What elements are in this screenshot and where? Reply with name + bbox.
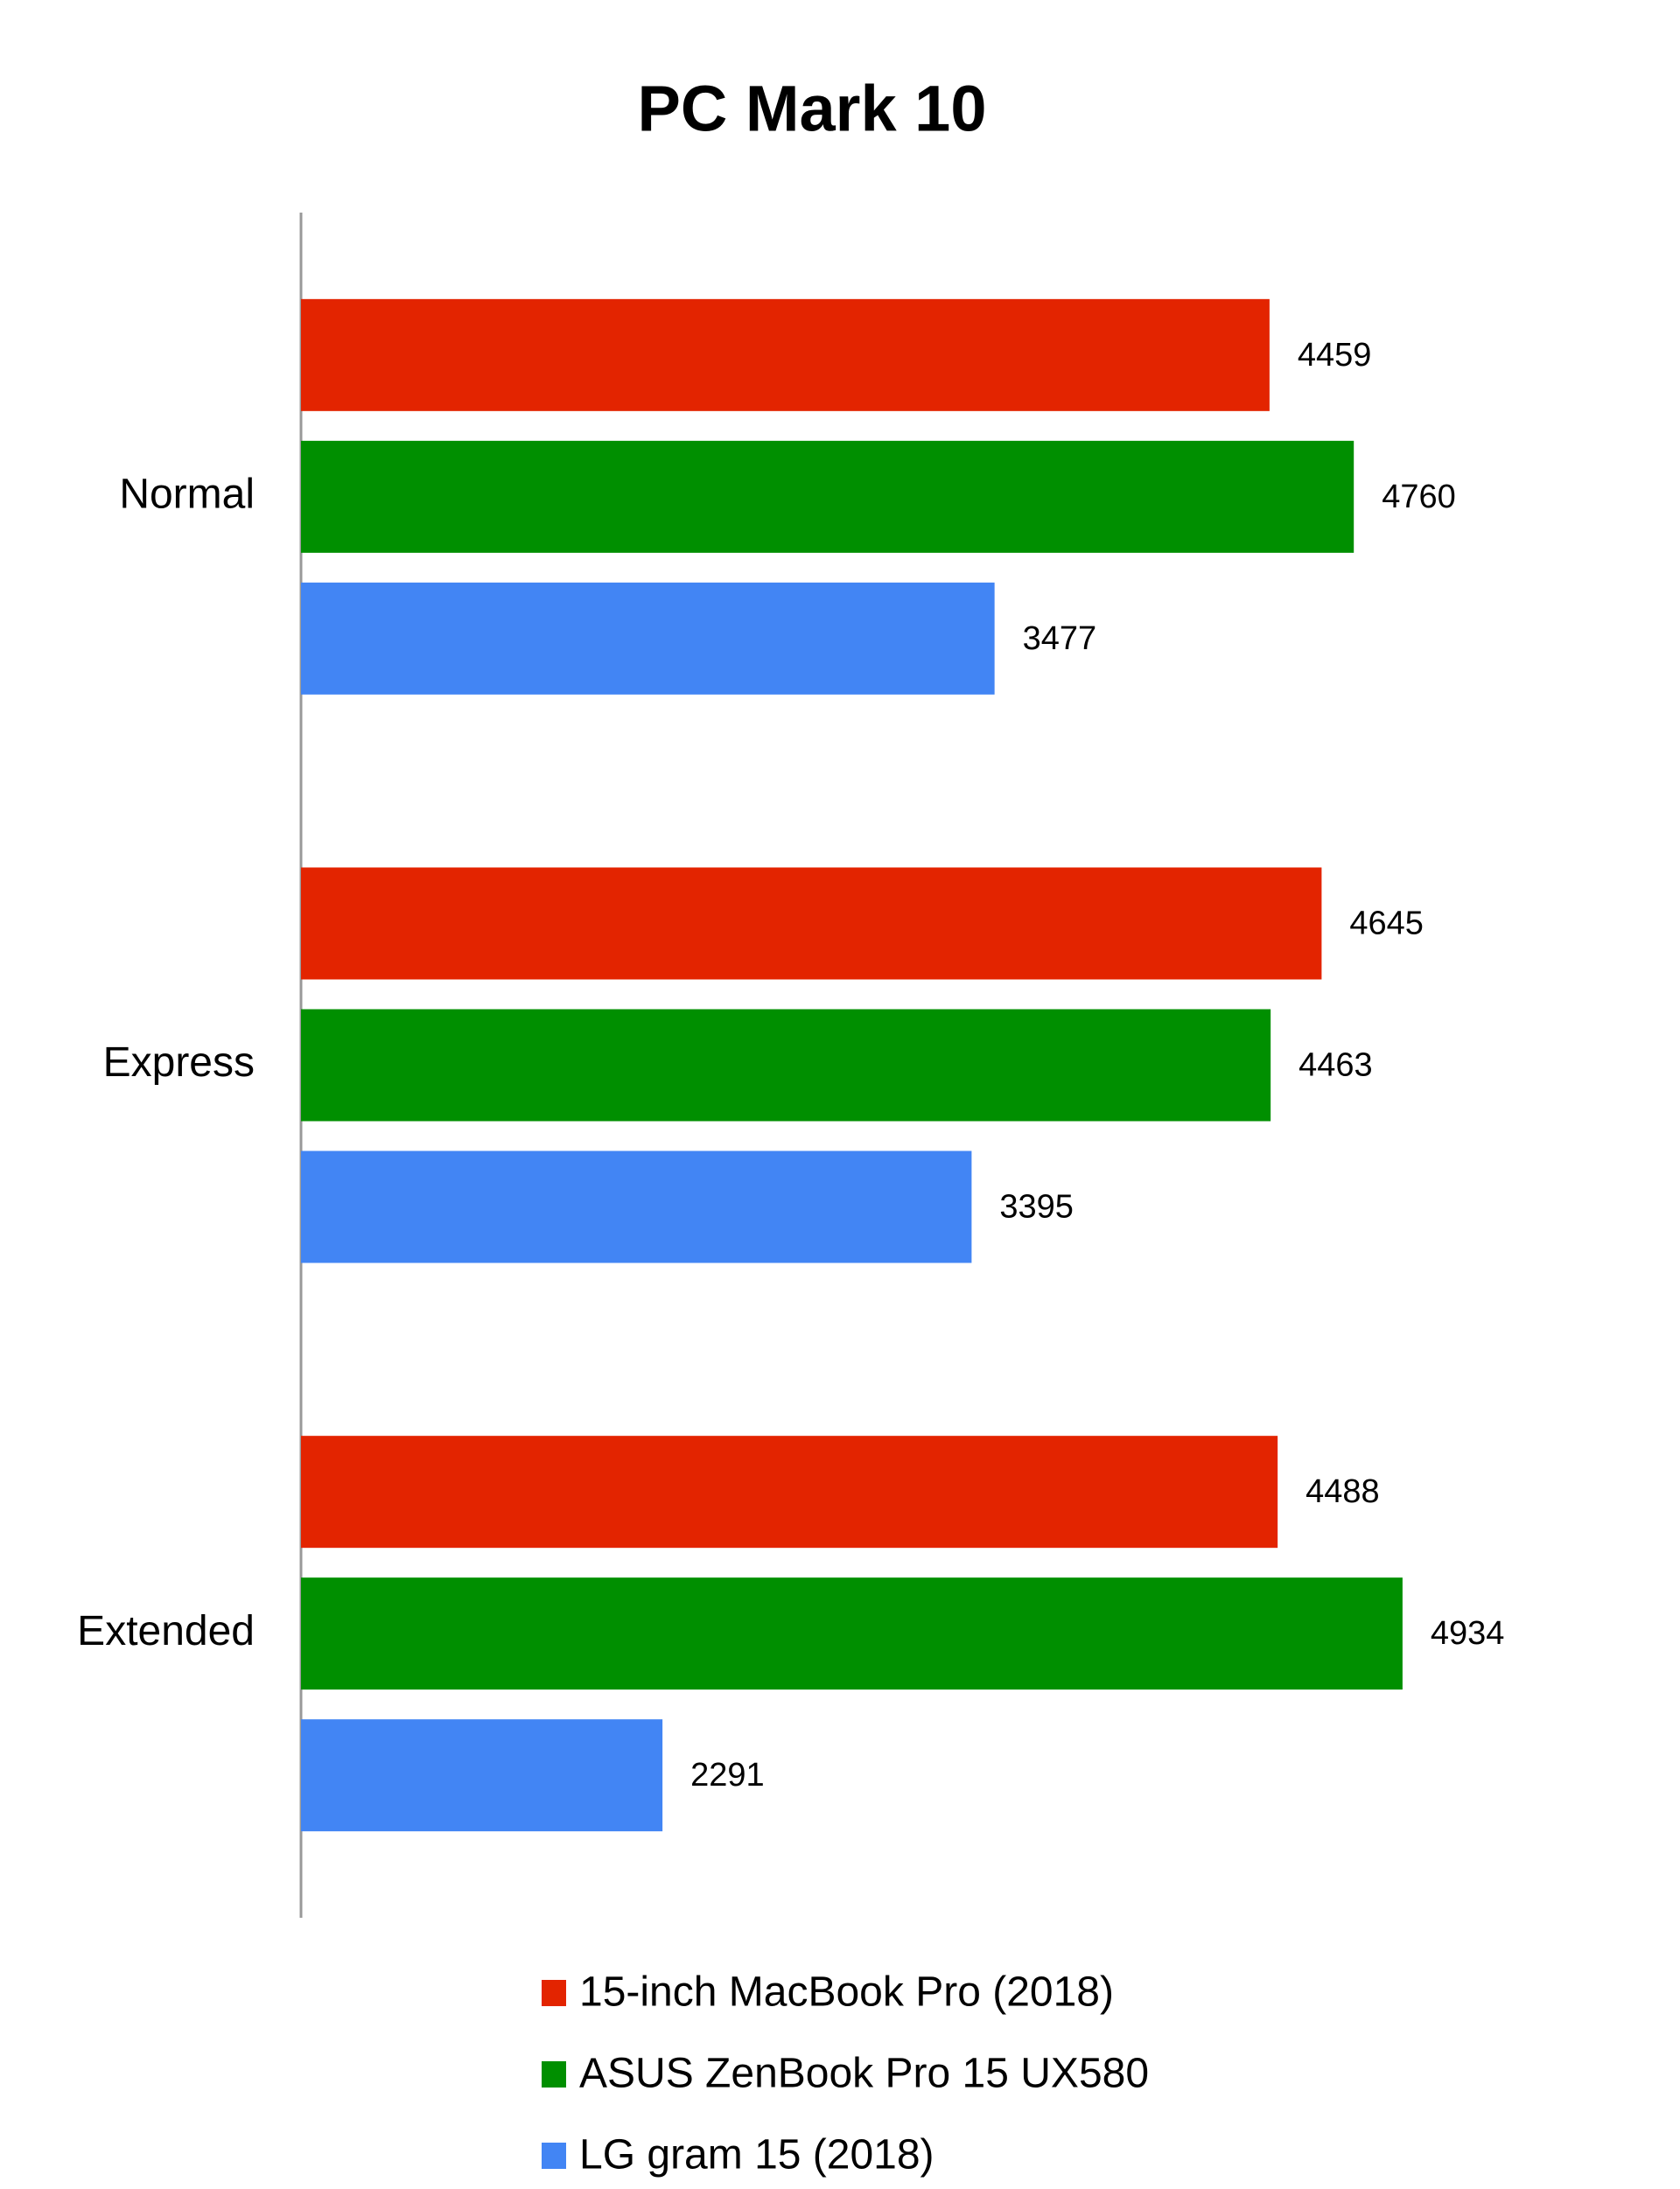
category-label: Express [103, 1039, 255, 1086]
bar [301, 867, 1322, 980]
legend-swatch [542, 2061, 566, 2088]
bar [301, 582, 995, 695]
value-label: 4760 [1382, 479, 1456, 515]
category-label: Normal [119, 472, 255, 518]
legend-swatch [542, 1980, 566, 2006]
value-label: 4645 [1349, 906, 1424, 942]
legend-label: 15-inch MacBook Pro (2018) [579, 1969, 1114, 2016]
chart-title: PC Mark 10 [638, 73, 987, 145]
legend-swatch [542, 2143, 566, 2169]
bar [301, 298, 1270, 411]
bar [301, 1009, 1271, 1122]
bar [301, 440, 1354, 553]
value-label: 4488 [1306, 1473, 1380, 1510]
value-label: 4463 [1298, 1047, 1373, 1084]
value-label: 2291 [690, 1757, 765, 1794]
bar [301, 1577, 1403, 1690]
bar [301, 1719, 663, 1832]
value-label: 3395 [999, 1189, 1074, 1226]
bar [301, 1150, 972, 1263]
category-label: Extended [77, 1608, 255, 1654]
value-label: 4934 [1431, 1615, 1505, 1652]
bar [301, 1436, 1278, 1549]
value-label: 3477 [1023, 620, 1097, 657]
value-label: 4459 [1298, 337, 1372, 374]
legend-label: LG gram 15 (2018) [579, 2132, 934, 2179]
legend-label: ASUS ZenBook Pro 15 UX580 [579, 2051, 1149, 2097]
